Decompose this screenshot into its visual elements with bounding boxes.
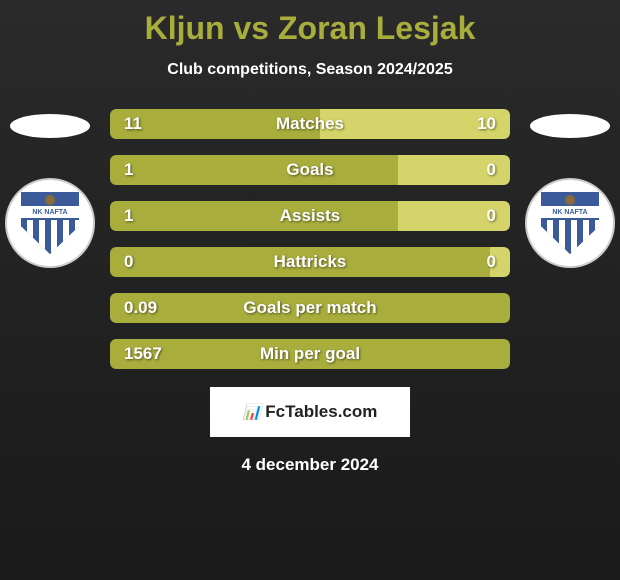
right-player-placeholder [530, 114, 610, 138]
footer-date: 4 december 2024 [241, 455, 378, 475]
stats-column: 11 Matches 10 1 Goals 0 1 Assists 0 0 Hattricks 0 0.… [110, 109, 510, 369]
badge-text: NK NAFTA [537, 206, 603, 218]
stat-label: Goals per match [243, 298, 376, 318]
left-club-badge: NK NAFTA [5, 178, 95, 268]
branding-text: FcTables.com [265, 402, 377, 422]
stat-label: Hattricks [274, 252, 347, 272]
stat-bar: 1 Goals 0 [110, 155, 510, 185]
stat-bar: 11 Matches 10 [110, 109, 510, 139]
stat-value-right: 10 [477, 114, 496, 134]
right-club-badge: NK NAFTA [525, 178, 615, 268]
stat-value-right: 0 [487, 252, 496, 272]
left-player-col: NK NAFTA [0, 109, 100, 268]
stat-bar: 0 Hattricks 0 [110, 247, 510, 277]
badge-text: NK NAFTA [17, 206, 83, 218]
stat-value-left: 1 [124, 206, 133, 226]
comparison-infographic: Kljun vs Zoran Lesjak Club competitions,… [0, 0, 620, 580]
stat-bar: 1567 Min per goal [110, 339, 510, 369]
stat-label: Matches [276, 114, 344, 134]
stat-value-left: 11 [124, 114, 142, 134]
shield-icon: NK NAFTA [541, 192, 599, 254]
stat-value-left: 0.09 [124, 298, 157, 318]
stat-label: Min per goal [260, 344, 360, 364]
stat-value-left: 1 [124, 160, 133, 180]
stat-label: Assists [280, 206, 340, 226]
page-title: Kljun vs Zoran Lesjak [145, 10, 476, 47]
branding-box: 📊 FcTables.com [210, 387, 410, 437]
stat-value-left: 1567 [124, 344, 162, 364]
stat-value-right: 0 [487, 160, 496, 180]
right-player-col: NK NAFTA [520, 109, 620, 268]
chart-icon: 📊 [243, 403, 260, 421]
stat-label: Goals [286, 160, 333, 180]
stat-bar: 1 Assists 0 [110, 201, 510, 231]
left-player-placeholder [10, 114, 90, 138]
main-row: NK NAFTA 11 Matches 10 1 Goals 0 1 Assists 0 0 Hat… [0, 109, 620, 369]
page-subtitle: Club competitions, Season 2024/2025 [167, 61, 452, 79]
stat-bar: 0.09 Goals per match [110, 293, 510, 323]
shield-icon: NK NAFTA [21, 192, 79, 254]
stat-value-right: 0 [487, 206, 496, 226]
stat-value-left: 0 [124, 252, 133, 272]
